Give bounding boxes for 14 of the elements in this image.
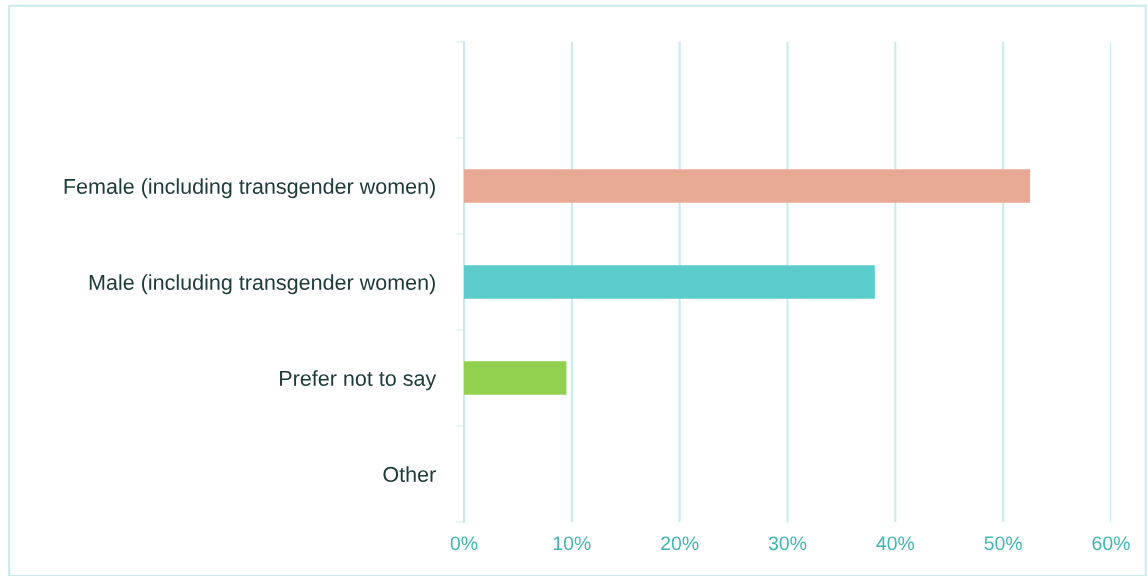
bar	[464, 169, 1031, 203]
x-tick-label: 20%	[661, 536, 699, 551]
y-tick-label: Female (including transgender women)	[64, 178, 435, 199]
y-tick-label: Prefer not to say	[280, 370, 437, 391]
bar	[464, 361, 567, 395]
x-tick-label: 30%	[768, 536, 807, 551]
x-tick-label: 10%	[553, 536, 591, 551]
y-tick-label: Male (including transgender women)	[89, 274, 435, 295]
x-tick-label: 50%	[984, 536, 1022, 551]
x-tick-label: 40%	[876, 536, 915, 551]
y-tick-label: Other	[383, 466, 436, 483]
bar	[464, 265, 875, 299]
x-tick-label: 0%	[450, 536, 478, 551]
x-tick-label: 60%	[1092, 536, 1130, 551]
